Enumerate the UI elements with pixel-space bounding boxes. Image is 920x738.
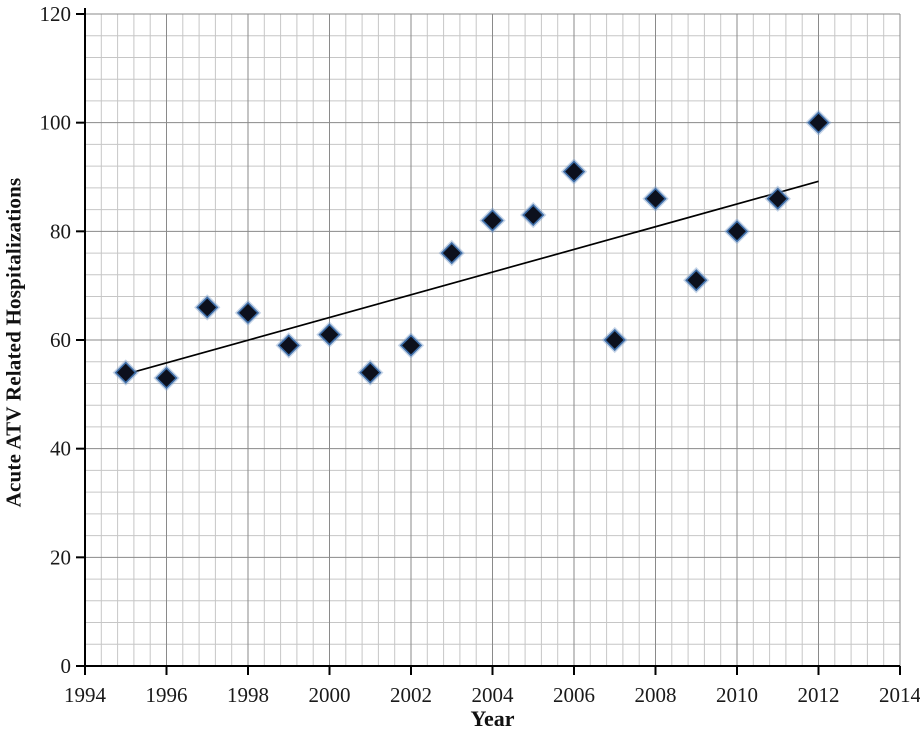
- x-tick-label: 1996: [146, 683, 188, 707]
- data-point-marker: [603, 328, 626, 352]
- x-tick-label: 2002: [390, 683, 432, 707]
- data-point-marker: [399, 334, 423, 357]
- data-point-marker: [522, 203, 545, 227]
- x-tick-label: 2014: [879, 683, 920, 707]
- y-tick-label: 120: [40, 2, 72, 26]
- y-tick-label: 100: [40, 111, 72, 135]
- y-tick-label: 0: [61, 654, 72, 678]
- x-tick-label: 2006: [553, 683, 595, 707]
- data-point-marker: [644, 187, 667, 210]
- data-point-marker: [236, 301, 260, 324]
- data-point-marker: [766, 187, 789, 210]
- data-point-marker: [277, 334, 300, 357]
- data-point-marker: [318, 323, 341, 346]
- data-point-marker: [685, 269, 708, 292]
- data-point-marker: [196, 296, 219, 319]
- data-point-marker: [481, 209, 504, 232]
- trend-line: [125, 180, 819, 376]
- data-point-marker: [807, 111, 830, 134]
- data-point-marker: [114, 361, 137, 384]
- x-tick-label: 1998: [227, 683, 269, 707]
- y-tick-label: 80: [50, 219, 71, 243]
- x-tick-label: 2008: [635, 683, 677, 707]
- data-point-marker: [725, 220, 749, 243]
- x-axis-title: Year: [470, 706, 515, 731]
- data-point-marker: [155, 366, 178, 390]
- x-tick-label: 2000: [309, 683, 351, 707]
- x-tick-label: 1994: [64, 683, 107, 707]
- x-tick-label: 2012: [798, 683, 840, 707]
- y-tick-label: 60: [50, 328, 71, 352]
- data-point-marker: [359, 361, 382, 384]
- x-tick-label: 2004: [472, 683, 515, 707]
- data-point-marker: [562, 160, 586, 183]
- x-tick-label: 2010: [716, 683, 758, 707]
- y-tick-label: 40: [50, 437, 71, 461]
- y-tick-label: 20: [50, 545, 71, 569]
- y-axis-title: Acute ATV Related Hospitalizations: [1, 177, 26, 508]
- data-point-marker: [440, 241, 463, 265]
